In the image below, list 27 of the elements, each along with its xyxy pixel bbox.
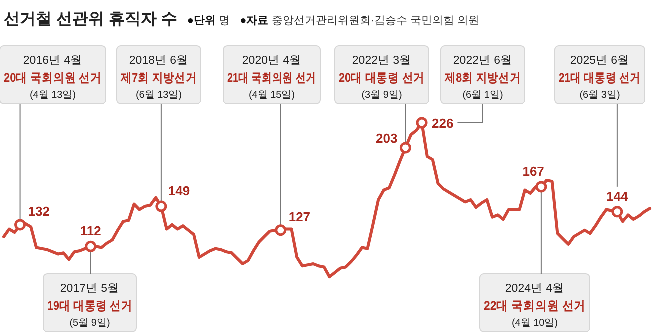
text: 2024년 4월 22대 국회의원 선거 (4월 10일)	[484, 283, 596, 329]
data-label: 144	[606, 188, 630, 204]
data-label: 112	[80, 224, 102, 239]
data-label: 132	[28, 204, 50, 219]
point	[416, 117, 428, 129]
point	[156, 200, 168, 212]
text: ●단위 명	[187, 15, 230, 27]
point	[275, 224, 287, 236]
text: 2020년 4월 21대 국회의원 선거 (4월 15일)	[228, 55, 340, 101]
point	[14, 219, 26, 231]
text: 2025년 6월 21대 대통령 선거 (6월 3일)	[559, 55, 658, 101]
text: ●자료 중앙선거관리위원회·김승수 국민의힘 의원	[240, 15, 480, 27]
data-label: 149	[168, 184, 190, 199]
text: 2018년 6월 제7회 지방선거 (6월 13일)	[120, 55, 210, 101]
data-label: 203	[376, 130, 398, 146]
text: 2016년 4월 20대 국회의원 선거 (4월 13일)	[4, 55, 116, 101]
data-label: 167	[522, 164, 544, 179]
text: 2022년 3월 20대 대통령 선거 (3월 9일)	[339, 55, 438, 101]
chart-title: 선거철 선관위 휴직자 수	[4, 11, 178, 28]
point	[536, 181, 548, 193]
data-label: 127	[288, 209, 311, 224]
text: 2022년 6월 제8회 지방선거 (6월 1일)	[444, 55, 534, 101]
data-label: 226	[432, 116, 454, 131]
text: 2017년 5월 19대 대통령 선거 (5월 9일)	[48, 283, 146, 329]
point	[400, 142, 412, 154]
point	[612, 206, 624, 218]
point	[85, 240, 97, 252]
